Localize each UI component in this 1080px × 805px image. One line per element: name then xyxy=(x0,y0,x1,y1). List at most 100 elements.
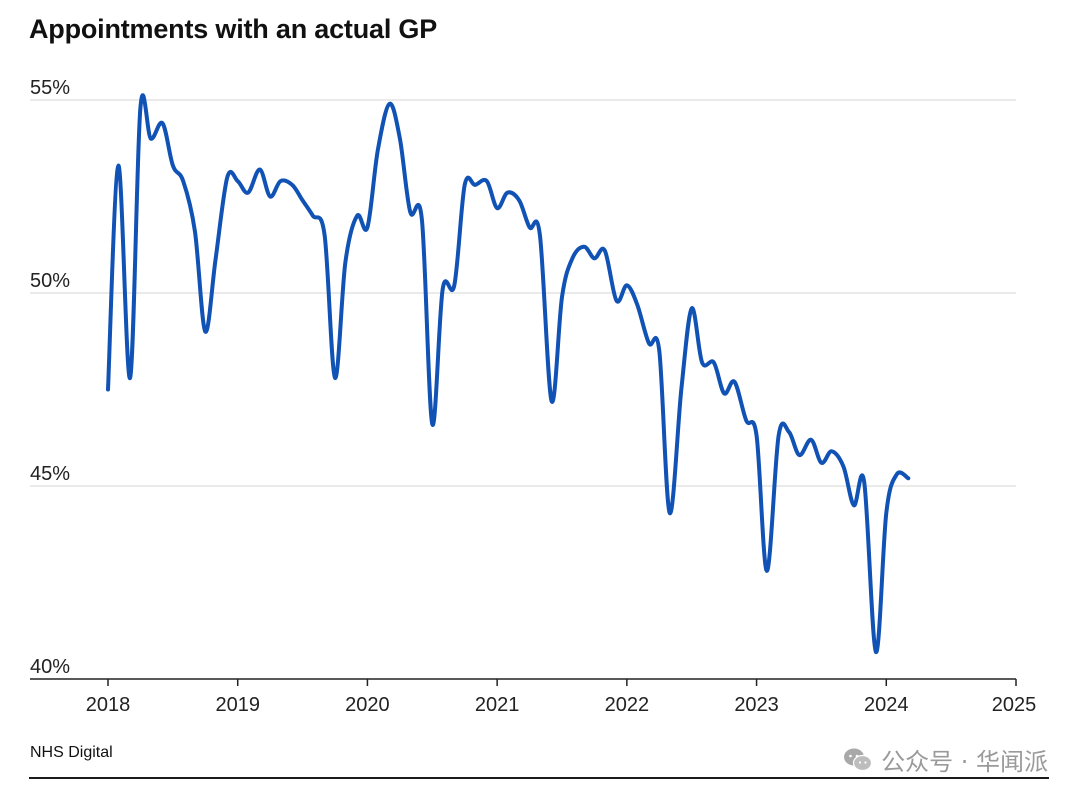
data-point-64 xyxy=(797,453,801,457)
data-point-59 xyxy=(744,418,748,422)
data-point-0 xyxy=(106,388,110,392)
series-line-0 xyxy=(106,93,911,655)
source-label: NHS Digital xyxy=(30,744,113,761)
data-point-50 xyxy=(647,341,651,345)
data-point-51 xyxy=(657,349,661,353)
data-point-52 xyxy=(668,511,672,515)
data-point-66 xyxy=(819,461,823,465)
data-point-3 xyxy=(138,106,142,110)
y-tick-label-45: 45% xyxy=(30,463,70,485)
data-point-58 xyxy=(733,380,737,384)
x-tick-label-2022: 2022 xyxy=(605,694,650,716)
data-point-49 xyxy=(635,303,639,307)
data-point-2 xyxy=(128,376,132,380)
data-point-17 xyxy=(290,183,294,187)
y-tick-label-55: 55% xyxy=(30,77,70,99)
data-point-27 xyxy=(398,137,402,141)
data-point-70 xyxy=(862,480,866,484)
data-point-32 xyxy=(452,283,456,287)
data-point-42 xyxy=(560,295,564,299)
data-point-62 xyxy=(777,434,781,438)
data-point-31 xyxy=(441,287,445,291)
data-point-24 xyxy=(365,225,369,229)
data-point-19 xyxy=(311,214,315,218)
y-tick-label-40: 40% xyxy=(30,656,70,678)
data-point-73 xyxy=(895,472,899,476)
data-point-14 xyxy=(258,167,262,171)
data-point-36 xyxy=(495,206,499,210)
wechat-icon xyxy=(844,748,873,771)
data-point-72 xyxy=(884,511,888,515)
data-point-7 xyxy=(181,179,185,183)
data-point-16 xyxy=(279,179,283,183)
chart-title: Appointments with an actual GP xyxy=(29,14,438,44)
y-tick-label-50: 50% xyxy=(30,270,70,292)
data-point-30 xyxy=(430,422,434,426)
data-point-55 xyxy=(700,360,704,364)
data-point-6 xyxy=(171,164,175,168)
x-tick-label-2024: 2024 xyxy=(864,694,909,716)
data-point-57 xyxy=(722,391,726,395)
data-point-35 xyxy=(485,179,489,183)
data-point-47 xyxy=(614,299,618,303)
data-point-39 xyxy=(528,225,532,229)
data-point-65 xyxy=(809,438,813,442)
data-point-71 xyxy=(874,650,878,654)
x-tick-label-2025: 2025 xyxy=(992,694,1037,716)
data-point-29 xyxy=(420,218,424,222)
grid-lines xyxy=(30,99,1016,487)
data-point-23 xyxy=(355,214,359,218)
data-point-46 xyxy=(603,249,607,253)
data-point-8 xyxy=(193,229,197,233)
data-point-60 xyxy=(755,434,759,438)
x-tick-label-2023: 2023 xyxy=(734,694,779,716)
data-point-45 xyxy=(592,256,596,260)
data-point-74 xyxy=(906,476,910,480)
data-point-12 xyxy=(236,179,240,183)
data-point-44 xyxy=(582,245,586,249)
x-tick-label-2021: 2021 xyxy=(475,694,520,716)
data-point-53 xyxy=(679,388,683,392)
data-point-13 xyxy=(246,191,250,195)
data-point-4 xyxy=(149,137,153,141)
data-point-33 xyxy=(463,183,467,187)
data-point-43 xyxy=(570,256,574,260)
data-point-41 xyxy=(550,399,554,403)
data-point-5 xyxy=(160,121,164,125)
data-point-18 xyxy=(301,198,305,202)
data-point-20 xyxy=(323,233,327,237)
data-point-9 xyxy=(203,330,207,334)
data-point-28 xyxy=(408,210,412,214)
data-point-21 xyxy=(333,376,337,380)
footer-divider xyxy=(29,777,1049,779)
data-point-10 xyxy=(214,256,218,260)
data-point-63 xyxy=(787,430,791,434)
x-tick-label-2020: 2020 xyxy=(345,694,390,716)
watermark: 公众号 · 华闻派 xyxy=(843,742,1048,777)
data-point-1 xyxy=(116,164,120,168)
data-point-54 xyxy=(690,306,694,310)
data-point-61 xyxy=(765,569,769,573)
data-point-67 xyxy=(830,449,834,453)
data-point-25 xyxy=(376,148,380,152)
data-point-37 xyxy=(506,191,510,195)
data-point-56 xyxy=(712,360,716,364)
x-tick-labels: 2018 2019 2020 2021 2022 2023 2024 2025 xyxy=(86,694,1037,716)
data-point-48 xyxy=(625,283,629,287)
data-point-15 xyxy=(268,195,272,199)
y-tick-labels: 55% 50% 45% 40% xyxy=(30,77,70,678)
data-point-11 xyxy=(225,175,229,179)
x-tick-label-2018: 2018 xyxy=(86,694,131,716)
data-point-40 xyxy=(538,233,542,237)
watermark-text: 公众号 · 华闻派 xyxy=(881,748,1048,776)
data-point-26 xyxy=(387,102,391,106)
x-tick-label-2019: 2019 xyxy=(215,694,260,716)
data-point-68 xyxy=(841,465,845,469)
series-layer xyxy=(106,93,911,655)
data-point-38 xyxy=(517,198,521,202)
data-point-34 xyxy=(473,183,477,187)
data-point-22 xyxy=(343,260,347,264)
data-point-69 xyxy=(852,503,856,507)
x-axis xyxy=(30,678,1017,686)
